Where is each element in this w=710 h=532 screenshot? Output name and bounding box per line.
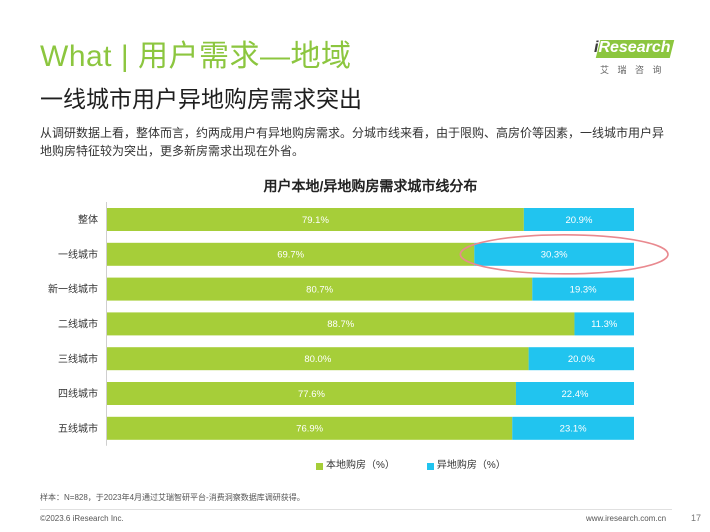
bar-row: 五线城市 76.9% 23.1% xyxy=(58,416,634,440)
bar-row: 二线城市 88.7% 11.3% xyxy=(58,312,634,336)
copyright-text: ©2023.6 iResearch Inc. xyxy=(40,514,124,523)
bar-segment-series-1 xyxy=(574,312,634,336)
category-label: 整体 xyxy=(78,213,98,226)
bar-segment-series-0 xyxy=(107,347,529,371)
data-label: 69.7% xyxy=(277,250,304,261)
legend-swatch xyxy=(316,462,323,470)
summary-paragraph: 从调研数据上看，整体而言，约两成用户有异地购房需求。分城市线来看，由于限购、高房… xyxy=(40,126,665,158)
bar-row: 新一线城市 80.7% 19.3% xyxy=(48,277,634,301)
logo-tagline: 艾 瑞 咨 询 xyxy=(600,65,665,75)
bar-row: 一线城市 69.7% 30.3% xyxy=(58,242,634,266)
legend-item-local: 本地购房（%） xyxy=(316,460,395,472)
bar-segment-series-1 xyxy=(523,208,634,231)
highlight-ellipse xyxy=(459,233,669,275)
bar-segment-series-1 xyxy=(528,347,634,371)
category-label: 新一线城市 xyxy=(48,283,98,296)
sample-note: 样本：N=828，于2023年4月通过艾瑞智研平台-消费洞察数据库调研获得。 xyxy=(40,493,305,502)
legend-swatch xyxy=(426,462,434,470)
bar-segment-series-1 xyxy=(512,416,634,440)
bar-segment-series-1 xyxy=(474,242,634,266)
category-label: 一线城市 xyxy=(58,248,98,261)
bar-segment-series-0 xyxy=(107,208,524,231)
bar-segment-series-0 xyxy=(107,416,513,440)
stacked-bar-chart: 整体 79.1% 20.9% 一线城市 69.7% 30.3% 新一线城市 80.7% 19.3… xyxy=(48,202,669,446)
category-label: 三线城市 xyxy=(58,352,98,365)
bar-row: 三线城市 80.0% 20.0% xyxy=(58,347,634,371)
chart-legend: 本地购房（%） 异地购房（%） xyxy=(316,460,506,472)
data-label: 30.3% xyxy=(541,250,568,261)
data-label: 80.0% xyxy=(304,354,331,365)
logo-wordmark: iResearch xyxy=(594,38,671,58)
iresearch-logo: iResearch 艾 瑞 咨 询 xyxy=(588,37,678,81)
data-label: 23.1% xyxy=(560,424,587,435)
bar-row: 四线城市 77.6% 22.4% xyxy=(58,382,634,405)
data-label: 76.9% xyxy=(296,424,323,435)
logo-word-research: Research xyxy=(598,39,671,56)
bar-segment-series-1 xyxy=(515,382,634,405)
footer-divider xyxy=(40,509,672,510)
page-subtitle: 一线城市用户异地购房需求突出 xyxy=(40,86,362,112)
data-label: 22.4% xyxy=(562,389,589,400)
data-label: 77.6% xyxy=(298,389,325,400)
website-text: www.iresearch.com.cn xyxy=(586,514,667,523)
data-label: 79.1% xyxy=(302,215,329,226)
category-label: 五线城市 xyxy=(58,422,98,435)
bar-segment-series-1 xyxy=(532,277,634,301)
bar-segment-series-0 xyxy=(107,242,475,266)
legend-label: 异地购房（%） xyxy=(436,460,506,471)
logo-letter-i: i xyxy=(594,39,599,56)
bar-segment-series-0 xyxy=(107,382,516,405)
bar-row: 整体 79.1% 20.9% xyxy=(78,208,634,231)
category-label: 二线城市 xyxy=(58,318,98,331)
data-label: 88.7% xyxy=(327,319,354,330)
data-label: 20.0% xyxy=(568,354,595,365)
legend-item-remote: 异地购房（%） xyxy=(426,460,506,472)
chart-title: 用户本地/异地购房需求城市线分布 xyxy=(263,178,478,194)
bar-segment-series-0 xyxy=(107,277,533,301)
data-label: 19.3% xyxy=(570,284,597,295)
legend-label: 本地购房（%） xyxy=(326,460,395,471)
page-title: What | 用户需求—地域 xyxy=(40,40,352,73)
data-label: 80.7% xyxy=(306,284,333,295)
page-number: 17 xyxy=(691,513,702,523)
category-label: 四线城市 xyxy=(58,387,98,400)
bar-segment-series-0 xyxy=(107,312,575,336)
data-label: 11.3% xyxy=(591,319,618,330)
data-label: 20.9% xyxy=(565,215,592,226)
